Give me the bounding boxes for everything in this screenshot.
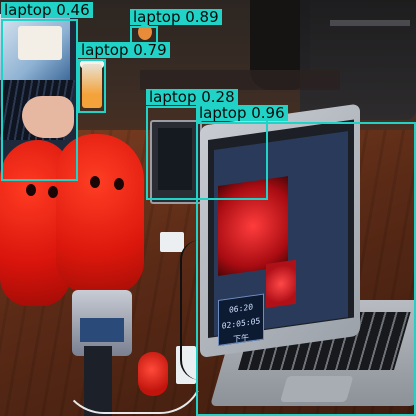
detection-class: laptop — [133, 8, 181, 26]
plush-eye — [26, 184, 36, 196]
detection-box-5 — [196, 122, 416, 416]
detection-label-1: laptop 0.46 — [1, 2, 93, 18]
hand — [22, 96, 74, 138]
detection-score: 0.89 — [185, 8, 219, 26]
detection-score: 0.96 — [251, 104, 285, 122]
detection-label-4: laptop 0.28 — [146, 89, 238, 105]
laptop-top-left-window — [18, 26, 62, 60]
detection-class: laptop — [149, 88, 197, 106]
detection-score: 0.46 — [56, 1, 90, 19]
detection-class: laptop — [199, 104, 247, 122]
plush-eye — [48, 186, 58, 198]
red-plush-right — [56, 134, 144, 294]
detection-box-3 — [78, 59, 106, 113]
handheld-device-screen — [80, 318, 124, 342]
detection-label-2: laptop 0.89 — [130, 9, 222, 25]
detection-class: laptop — [81, 41, 129, 59]
cup — [82, 64, 102, 108]
plush-eye — [114, 178, 124, 190]
plush-eye — [90, 176, 100, 188]
usb-adapter — [160, 232, 184, 252]
table-edge — [140, 70, 340, 90]
chair-bar — [330, 20, 410, 26]
detection-class: laptop — [4, 1, 52, 19]
white-cable — [60, 370, 204, 414]
detection-score: 0.28 — [201, 88, 235, 106]
detection-label-5: laptop 0.96 — [196, 105, 288, 121]
detection-score: 0.79 — [133, 41, 167, 59]
chair — [300, 0, 416, 120]
small-object — [138, 24, 152, 40]
detection-label-3: laptop 0.79 — [78, 42, 170, 58]
detection-box-1 — [1, 19, 78, 181]
black-cable — [180, 240, 222, 380]
laptop-middle-screen — [158, 128, 192, 190]
